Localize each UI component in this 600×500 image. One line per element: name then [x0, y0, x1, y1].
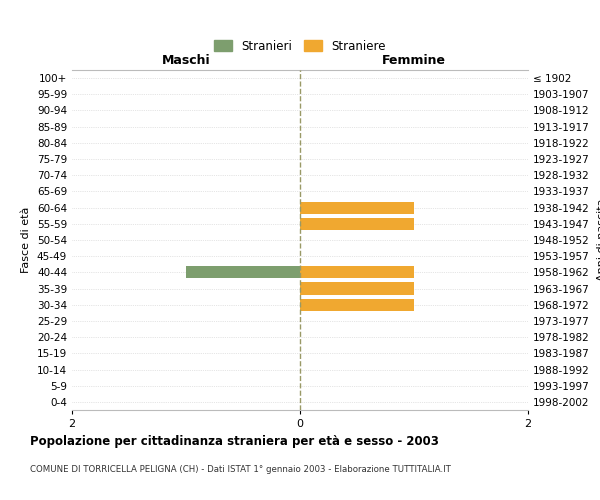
Bar [186, 266, 300, 278]
Bar [300, 282, 414, 294]
Y-axis label: Anni di nascita: Anni di nascita [596, 198, 600, 281]
Y-axis label: Fasce di età: Fasce di età [22, 207, 31, 273]
Text: COMUNE DI TORRICELLA PELIGNA (CH) - Dati ISTAT 1° gennaio 2003 - Elaborazione TU: COMUNE DI TORRICELLA PELIGNA (CH) - Dati… [30, 465, 451, 474]
Legend: Stranieri, Straniere: Stranieri, Straniere [209, 35, 391, 58]
Bar [300, 298, 414, 311]
Text: Femmine: Femmine [382, 54, 446, 66]
Text: Popolazione per cittadinanza straniera per età e sesso - 2003: Popolazione per cittadinanza straniera p… [30, 435, 439, 448]
Bar [300, 202, 414, 213]
Text: Maschi: Maschi [161, 54, 211, 66]
Bar [300, 218, 414, 230]
Bar [300, 266, 414, 278]
